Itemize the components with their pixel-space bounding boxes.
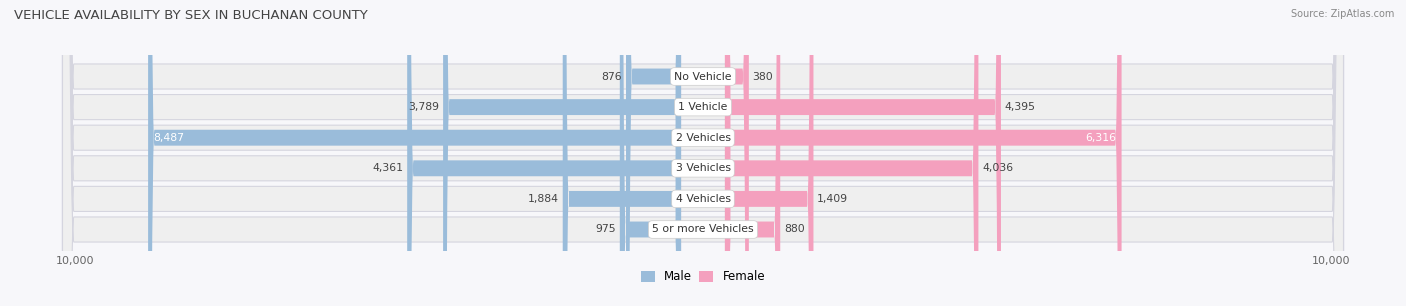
- Text: 3 Vehicles: 3 Vehicles: [675, 163, 731, 173]
- FancyBboxPatch shape: [725, 0, 780, 306]
- Text: 8,487: 8,487: [153, 133, 184, 143]
- Text: 876: 876: [602, 72, 623, 81]
- Text: 4,395: 4,395: [1005, 102, 1036, 112]
- Text: 4,036: 4,036: [983, 163, 1014, 173]
- Text: 1,884: 1,884: [529, 194, 560, 204]
- Text: 5 or more Vehicles: 5 or more Vehicles: [652, 225, 754, 234]
- Text: 880: 880: [785, 225, 804, 234]
- FancyBboxPatch shape: [62, 0, 1344, 306]
- FancyBboxPatch shape: [620, 0, 681, 306]
- Text: 6,316: 6,316: [1085, 133, 1116, 143]
- FancyBboxPatch shape: [626, 0, 681, 306]
- Text: VEHICLE AVAILABILITY BY SEX IN BUCHANAN COUNTY: VEHICLE AVAILABILITY BY SEX IN BUCHANAN …: [14, 9, 368, 22]
- Text: 4,361: 4,361: [373, 163, 404, 173]
- FancyBboxPatch shape: [62, 0, 1344, 306]
- Text: 1,409: 1,409: [817, 194, 848, 204]
- Text: No Vehicle: No Vehicle: [675, 72, 731, 81]
- Text: 975: 975: [595, 225, 616, 234]
- FancyBboxPatch shape: [562, 0, 681, 306]
- FancyBboxPatch shape: [408, 0, 681, 306]
- Text: 2 Vehicles: 2 Vehicles: [675, 133, 731, 143]
- FancyBboxPatch shape: [725, 0, 979, 306]
- Text: Source: ZipAtlas.com: Source: ZipAtlas.com: [1291, 9, 1395, 19]
- FancyBboxPatch shape: [443, 0, 681, 306]
- Legend: Male, Female: Male, Female: [636, 266, 770, 288]
- FancyBboxPatch shape: [725, 0, 1122, 306]
- FancyBboxPatch shape: [148, 0, 681, 306]
- FancyBboxPatch shape: [725, 0, 749, 306]
- FancyBboxPatch shape: [62, 0, 1344, 306]
- FancyBboxPatch shape: [62, 0, 1344, 306]
- Text: 4 Vehicles: 4 Vehicles: [675, 194, 731, 204]
- Text: 3,789: 3,789: [408, 102, 439, 112]
- FancyBboxPatch shape: [62, 0, 1344, 306]
- FancyBboxPatch shape: [725, 0, 814, 306]
- FancyBboxPatch shape: [725, 0, 1001, 306]
- FancyBboxPatch shape: [62, 0, 1344, 306]
- Text: 380: 380: [752, 72, 773, 81]
- Text: 1 Vehicle: 1 Vehicle: [678, 102, 728, 112]
